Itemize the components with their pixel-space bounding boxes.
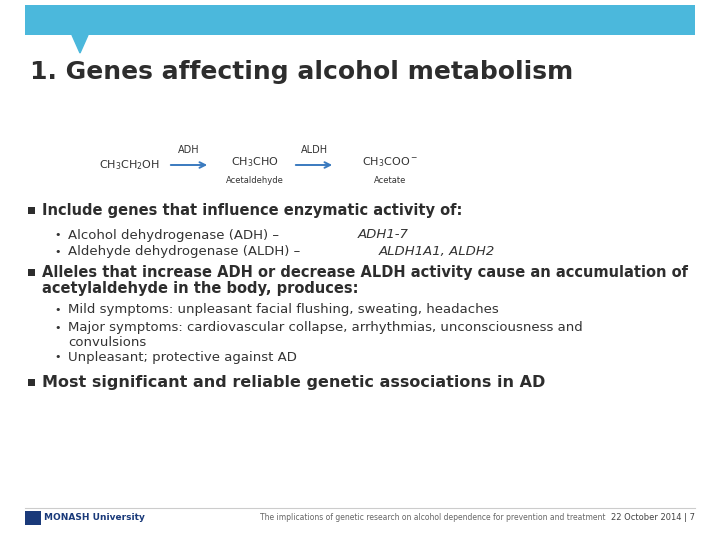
FancyBboxPatch shape (25, 5, 695, 35)
Polygon shape (72, 35, 88, 53)
Bar (28, 206, 35, 213)
Text: Aldehyde dehydrogenase (ALDH) –: Aldehyde dehydrogenase (ALDH) – (68, 246, 305, 259)
Text: •: • (55, 247, 61, 257)
FancyBboxPatch shape (25, 511, 41, 525)
Text: ALDH: ALDH (300, 145, 328, 155)
Text: CH$_3$COO$^-$: CH$_3$COO$^-$ (362, 155, 418, 169)
Text: The implications of genetic research on alcohol dependence for prevention and tr: The implications of genetic research on … (260, 514, 606, 523)
Text: Acetate: Acetate (374, 176, 406, 185)
Text: 1. Genes affecting alcohol metabolism: 1. Genes affecting alcohol metabolism (30, 60, 573, 84)
Bar (28, 268, 35, 275)
Text: Include genes that influence enzymatic activity of:: Include genes that influence enzymatic a… (42, 202, 462, 218)
Text: Mild symptoms: unpleasant facial flushing, sweating, headaches: Mild symptoms: unpleasant facial flushin… (68, 303, 499, 316)
Text: acetylaldehyde in the body, produces:: acetylaldehyde in the body, produces: (42, 280, 359, 295)
Text: Alleles that increase ADH or decrease ALDH activity cause an accumulation of: Alleles that increase ADH or decrease AL… (42, 265, 688, 280)
Text: •: • (55, 323, 61, 333)
Text: 22 October 2014 | 7: 22 October 2014 | 7 (611, 514, 695, 523)
Text: CH$_3$CH$_2$OH: CH$_3$CH$_2$OH (99, 158, 161, 172)
Text: Unpleasant; protective against AD: Unpleasant; protective against AD (68, 350, 297, 363)
Text: ADH: ADH (178, 145, 200, 155)
Text: ALDH1A1, ALDH2: ALDH1A1, ALDH2 (379, 246, 495, 259)
Text: Alcohol dehydrogenase (ADH) –: Alcohol dehydrogenase (ADH) – (68, 228, 283, 241)
Text: Acetaldehyde: Acetaldehyde (226, 176, 284, 185)
Text: •: • (55, 230, 61, 240)
Text: Most significant and reliable genetic associations in AD: Most significant and reliable genetic as… (42, 375, 545, 389)
Text: •: • (55, 352, 61, 362)
Text: •: • (55, 305, 61, 315)
Text: ADH1-7: ADH1-7 (358, 228, 409, 241)
Text: MONASH University: MONASH University (44, 514, 145, 523)
Text: Major symptoms: cardiovascular collapse, arrhythmias, unconsciousness and: Major symptoms: cardiovascular collapse,… (68, 321, 582, 334)
Text: convulsions: convulsions (68, 335, 146, 348)
Text: CH$_3$CHO: CH$_3$CHO (231, 155, 279, 169)
Bar (28, 379, 35, 386)
